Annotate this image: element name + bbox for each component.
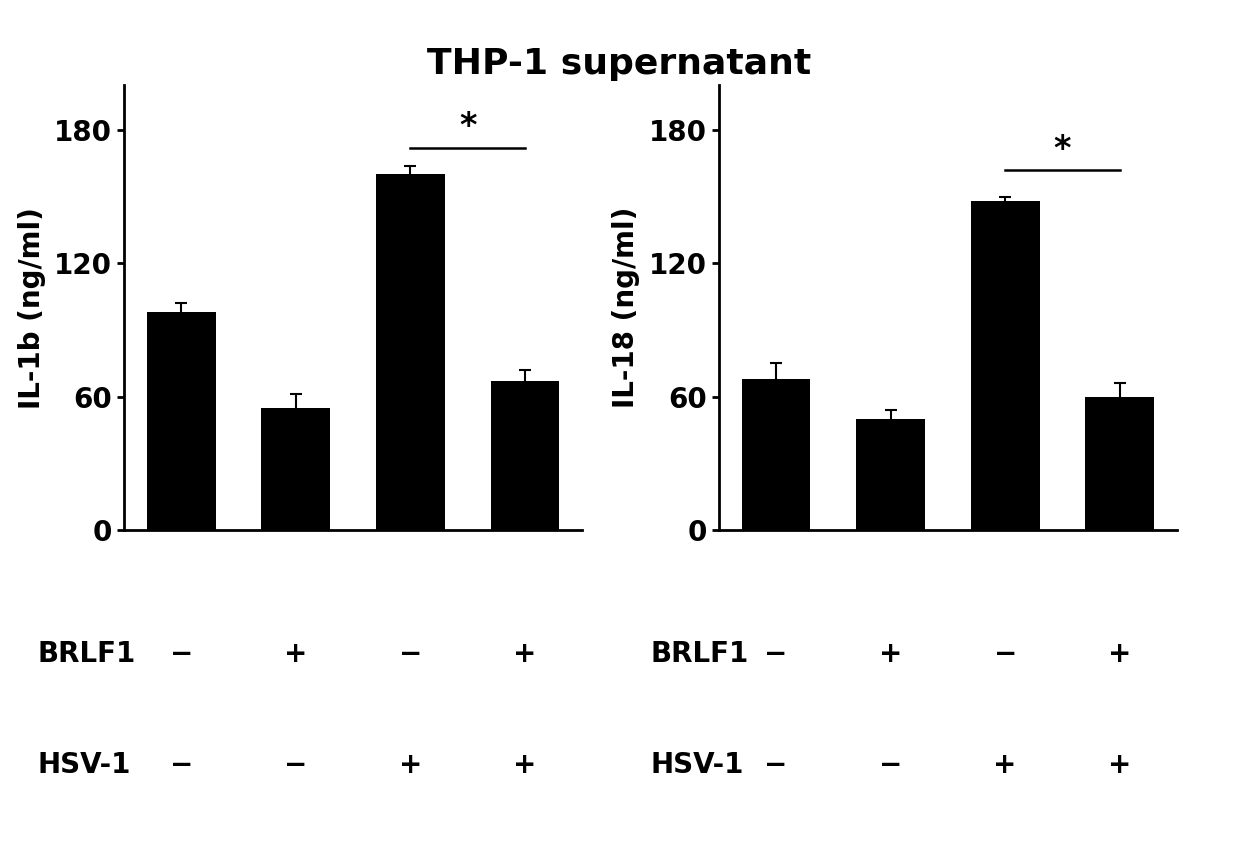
Text: +: +	[878, 640, 902, 668]
Y-axis label: IL-18 (ng/ml): IL-18 (ng/ml)	[612, 207, 641, 409]
Text: BRLF1: BRLF1	[37, 640, 135, 668]
Text: HSV-1: HSV-1	[37, 752, 130, 779]
Text: −: −	[170, 640, 193, 668]
Bar	[147, 312, 216, 530]
Text: BRLF1: BRLF1	[650, 640, 748, 668]
Text: +: +	[513, 640, 536, 668]
Text: +: +	[1108, 752, 1131, 779]
Text: HSV-1: HSV-1	[650, 752, 743, 779]
Bar	[1085, 397, 1155, 530]
Text: +: +	[284, 640, 307, 668]
Text: −: −	[878, 752, 902, 779]
Bar	[856, 419, 924, 530]
Text: +: +	[1108, 640, 1131, 668]
Text: −: −	[170, 752, 193, 779]
Text: −: −	[284, 752, 307, 779]
Bar	[971, 201, 1040, 530]
Text: −: −	[399, 640, 422, 668]
Bar	[377, 174, 445, 530]
Bar	[741, 379, 810, 530]
Text: THP-1 supernatant: THP-1 supernatant	[427, 47, 812, 81]
Text: −: −	[994, 640, 1017, 668]
Text: −: −	[764, 640, 788, 668]
Text: *: *	[458, 110, 477, 144]
Text: −: −	[764, 752, 788, 779]
Bar	[261, 408, 330, 530]
Text: +: +	[513, 752, 536, 779]
Text: +: +	[994, 752, 1017, 779]
Text: *: *	[1053, 133, 1072, 166]
Text: +: +	[399, 752, 422, 779]
Y-axis label: IL-1b (ng/ml): IL-1b (ng/ml)	[17, 207, 46, 409]
Bar	[491, 381, 559, 530]
